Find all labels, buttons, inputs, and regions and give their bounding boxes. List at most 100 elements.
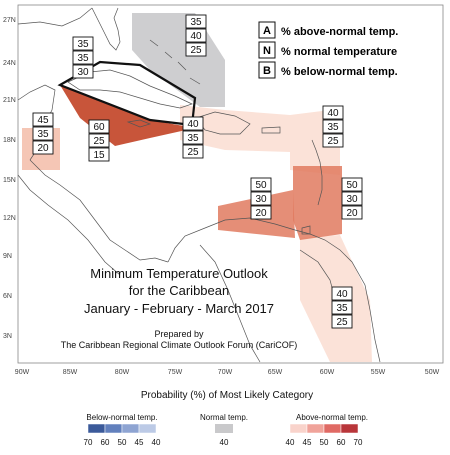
prob-value: 35 [336, 303, 348, 314]
prob-value: 20 [255, 208, 267, 219]
prob-box-windward: 50 30 20 [341, 177, 363, 220]
prob-value: 35 [327, 122, 339, 133]
colorbar-tick: 40 [220, 438, 229, 447]
colorbar-title: Probability (%) of Most Likely Category [141, 390, 313, 401]
coast-cuba [67, 69, 193, 109]
lon-label: 65W [268, 369, 283, 376]
prob-cell [182, 144, 204, 159]
lon-label: 75W [168, 369, 183, 376]
colorbar-tick: 60 [337, 438, 346, 447]
legend-key-box-n [258, 41, 276, 59]
latitude-labels: 27N 24N 21N 18N 15N 12N 9N 6N 3N [3, 17, 16, 340]
colorbar-tick: 70 [354, 438, 363, 447]
prob-cell [185, 14, 207, 29]
lat-label: 15N [3, 177, 16, 184]
legend-key-box-a [258, 21, 276, 39]
coast-bahamas-4 [189, 77, 201, 85]
lat-label: 24N [3, 60, 16, 67]
prob-value: 45 [37, 115, 49, 126]
credit: Prepared by The Caribbean Regional Clima… [61, 329, 298, 350]
legend-key-text-b: % below-normal temp. [281, 66, 398, 78]
colorbar-tick: 50 [320, 438, 329, 447]
coast-trinidad [301, 225, 311, 235]
lon-label: 60W [320, 369, 335, 376]
colorbar-below-label: Below-normal temp. [86, 413, 157, 422]
legend-key-text-n: % normal temperature [281, 46, 397, 58]
prob-value: 35 [77, 39, 89, 50]
colorbar-tick: 40 [152, 438, 161, 447]
prob-box-cayman-jamaica: 60 25 15 [88, 119, 110, 162]
title-line-2: for the Caribbean [129, 283, 229, 298]
colorbar-normal: 40 [215, 424, 233, 447]
coast-puerto-rico [261, 126, 281, 134]
prob-value: 25 [190, 45, 202, 56]
prob-box-hispaniola: 40 35 25 [182, 116, 204, 159]
prob-box-cuba-outline: 35 35 30 [72, 36, 94, 79]
prob-cell [88, 147, 110, 162]
prob-box-abc-islands: 50 30 20 [250, 177, 272, 220]
lat-label: 21N [3, 97, 16, 104]
colorbar-swatch [87, 423, 106, 434]
prob-value: 35 [77, 53, 89, 64]
prob-value: 20 [346, 208, 358, 219]
colorbar-swatch [121, 423, 140, 434]
coast-lesser-antilles [311, 139, 323, 206]
prob-cell [341, 177, 363, 192]
colorbar-below: 70 60 50 45 40 [84, 423, 161, 447]
colorbar-swatch [215, 424, 233, 433]
colorbar-swatch [323, 423, 342, 434]
lon-label: 70W [218, 369, 233, 376]
prob-value: 35 [37, 129, 49, 140]
prob-cell [185, 42, 207, 57]
probability-boxes: 35 40 25 35 35 30 60 25 15 45 35 20 40 35 25 40 35 25 50 30… [32, 14, 363, 329]
prob-value: 50 [255, 180, 267, 191]
credit-line-2: The Caribbean Regional Climate Outlook F… [61, 340, 298, 350]
prob-value: 60 [93, 122, 105, 133]
prob-cell [341, 191, 363, 206]
prob-box-bahamas: 35 40 25 [185, 14, 207, 57]
region-hispaniola [180, 105, 290, 152]
prob-box-belize: 45 35 20 [32, 112, 54, 155]
prob-cell [341, 205, 363, 220]
lon-label: 85W [63, 369, 78, 376]
coast-jamaica [126, 119, 152, 128]
prob-value: 30 [77, 67, 89, 78]
lat-label: 12N [3, 215, 16, 222]
colorbar-tick: 60 [101, 438, 110, 447]
prob-value: 40 [336, 289, 348, 300]
colorbar-above-label: Above-normal temp. [296, 413, 368, 422]
prob-cell [182, 116, 204, 131]
region-cayman-jamaica [60, 85, 195, 146]
prob-value: 50 [346, 180, 358, 191]
prob-box-leeward: 40 35 25 [322, 105, 344, 148]
prob-value: 35 [190, 17, 202, 28]
prob-cell [250, 191, 272, 206]
coast-central-america-west [17, 174, 121, 276]
lat-label: 3N [3, 333, 12, 340]
title-line-1: Minimum Temperature Outlook [90, 266, 268, 281]
prob-value: 25 [327, 136, 339, 147]
region-windward [293, 166, 342, 240]
prob-cell [32, 140, 54, 155]
prob-value: 40 [327, 108, 339, 119]
prob-value: 25 [336, 317, 348, 328]
coast-gulf [17, 7, 93, 27]
prob-cell [182, 130, 204, 145]
lat-label: 18N [3, 137, 16, 144]
legend-key-box-b [258, 61, 276, 79]
coast-south-america [167, 217, 381, 363]
prob-value: 30 [346, 194, 358, 205]
colorbar-tick: 45 [135, 438, 144, 447]
coast-hispaniola [195, 111, 251, 135]
prob-cell [72, 50, 94, 65]
prob-value: 40 [187, 119, 199, 130]
prob-value: 20 [37, 143, 49, 154]
colorbar-swatch [104, 423, 123, 434]
coast-venezuela-inland [199, 244, 261, 363]
lon-label: 80W [115, 369, 130, 376]
prob-cell [322, 119, 344, 134]
colorbar-swatch [289, 423, 308, 434]
prob-value: 15 [93, 150, 105, 161]
legend-key: A % above-normal temp. N % normal temper… [258, 21, 398, 79]
